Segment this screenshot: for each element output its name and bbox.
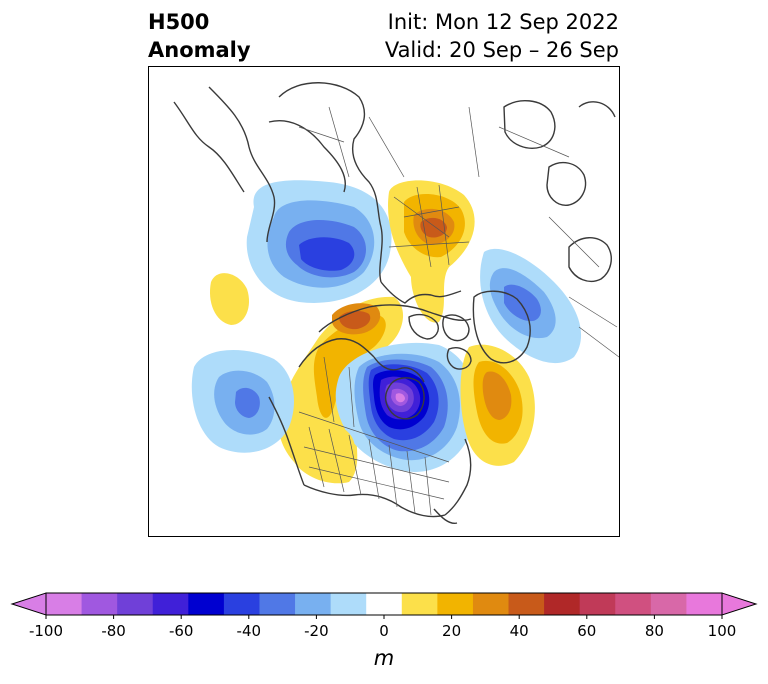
negative-anomaly-siberia bbox=[246, 180, 392, 303]
colorbar-extend-max bbox=[721, 592, 758, 616]
colorbar-tick-label: -20 bbox=[304, 622, 329, 640]
colorbar-bin bbox=[188, 593, 225, 615]
colorbar-tick-label: -40 bbox=[237, 622, 262, 640]
anomaly-shading bbox=[191, 180, 582, 484]
colorbar-bin bbox=[401, 593, 438, 615]
colorbar-bin bbox=[544, 593, 581, 615]
positive-anomaly-westus bbox=[291, 422, 356, 480]
map-canvas bbox=[173, 82, 619, 524]
colorbar-bin bbox=[650, 593, 687, 615]
colorbar-bin bbox=[615, 593, 652, 615]
map-title: H500 Anomaly bbox=[148, 8, 251, 64]
colorbar: -100 -80 -60 -40 -20 0 20 40 60 80 100 bbox=[0, 580, 768, 680]
colorbar-unit: m bbox=[373, 646, 395, 670]
colorbar-extend-min bbox=[10, 592, 47, 616]
colorbar-tick-label: -100 bbox=[29, 622, 63, 640]
negative-anomaly-hudson bbox=[335, 342, 476, 472]
positive-anomaly-west bbox=[209, 273, 250, 325]
colorbar-bin bbox=[472, 593, 510, 615]
colorbar-tick-label: 0 bbox=[379, 622, 389, 640]
title-field: Anomaly bbox=[148, 38, 251, 62]
map-timestamps: Init: Mon 12 Sep 2022 Valid: 20 Sep – 26… bbox=[385, 8, 619, 64]
colorbar-bin bbox=[117, 593, 154, 615]
colorbar-tick-label: 80 bbox=[645, 622, 664, 640]
colorbar-bin bbox=[152, 593, 189, 615]
colorbar-tick-label: -60 bbox=[169, 622, 194, 640]
colorbar-tick-label: 100 bbox=[708, 622, 737, 640]
valid-period: Valid: 20 Sep – 26 Sep bbox=[384, 38, 619, 62]
colorbar-svg: -100 -80 -60 -40 -20 0 20 40 60 80 100 bbox=[10, 592, 758, 640]
colorbar-bin bbox=[330, 593, 367, 615]
colorbar-tick-label: -80 bbox=[101, 622, 126, 640]
colorbar-bin bbox=[579, 593, 616, 615]
colorbar-bin bbox=[46, 593, 83, 615]
negative-anomaly-northeast bbox=[480, 248, 582, 364]
init-time: Init: Mon 12 Sep 2022 bbox=[387, 10, 619, 34]
title-variable: H500 bbox=[148, 10, 210, 34]
colorbar-bin bbox=[366, 593, 403, 615]
anomaly-map bbox=[148, 66, 620, 537]
political-borders bbox=[298, 106, 619, 516]
colorbar-bin bbox=[295, 593, 332, 615]
colorbar-bin bbox=[259, 593, 296, 615]
colorbar-bin bbox=[508, 593, 545, 615]
negative-anomaly-pacific bbox=[191, 349, 294, 453]
colorbar-bin bbox=[686, 593, 723, 615]
colorbar-tick-label: 60 bbox=[577, 622, 596, 640]
colorbar-bin bbox=[223, 593, 260, 615]
colorbar-tick-label: 20 bbox=[442, 622, 461, 640]
colorbar-bin bbox=[81, 593, 118, 615]
positive-anomaly-atlantic bbox=[460, 344, 535, 466]
colorbar-bin bbox=[437, 593, 474, 615]
colorbar-tick-label: 40 bbox=[510, 622, 529, 640]
